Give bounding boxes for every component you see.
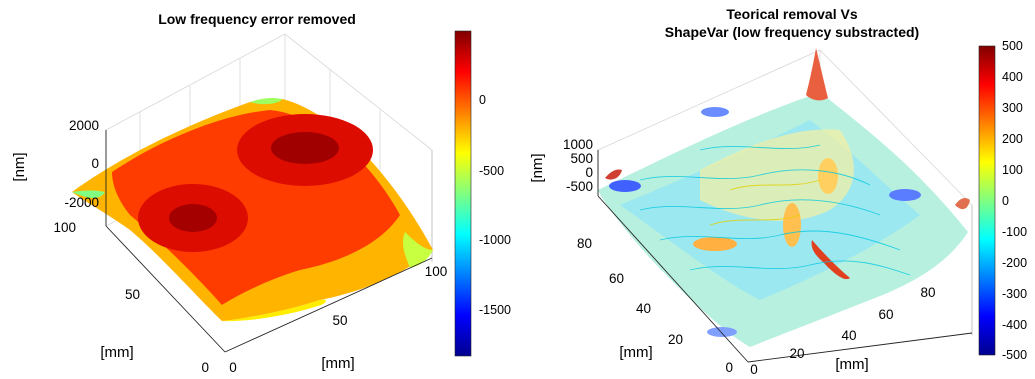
surface-ridge-orange — [783, 203, 801, 247]
surface-green-edge-2 — [250, 98, 282, 105]
colorbar-gradient — [978, 45, 996, 356]
z-axis-label: [nm] — [529, 153, 546, 182]
y-axis-label: [mm] — [619, 344, 652, 361]
surface-green-edge — [72, 190, 105, 198]
chart-title-line-2: ShapeVar (low frequency substracted) — [665, 24, 919, 40]
y-axis-label: [mm] — [100, 344, 133, 361]
x-tick-label: 40 — [841, 328, 856, 343]
surface-spike — [806, 48, 828, 101]
x-tick-label: 60 — [878, 307, 893, 322]
y-tick-label: 80 — [577, 236, 592, 251]
surface-band-yellow — [700, 129, 854, 221]
x-tick-label: 20 — [789, 346, 804, 361]
colorbar-tick-label: -500 — [479, 164, 504, 178]
contour-lines — [639, 144, 911, 276]
colorbar: 500 400 300 200 100 0 -100 -200 -300 -40… — [978, 39, 1027, 362]
surface-ridge-orange — [693, 237, 737, 251]
surface-spike-left — [605, 169, 622, 180]
colorbar-tick-label: 500 — [1002, 39, 1023, 53]
y-tick-label: 60 — [609, 271, 624, 286]
z-tick-label: 0 — [585, 165, 593, 180]
colorbar-tick-label: -200 — [1002, 256, 1027, 270]
z-tick-label: 500 — [570, 151, 593, 166]
colorbar-tick-label: -1500 — [479, 303, 511, 317]
chart-title: Low frequency error removed — [158, 11, 356, 27]
plot-teorical-removal-vs-shapevar: Teorical removal Vs ShapeVar (low freque… — [529, 6, 1027, 377]
x-tick-label: 100 — [425, 264, 448, 279]
x-tick-label: 50 — [332, 313, 347, 328]
surface — [72, 98, 433, 322]
colorbar-tick-label: 200 — [1002, 132, 1023, 146]
axes-lines — [105, 130, 433, 353]
colorbar-tick-label: -500 — [1002, 348, 1027, 362]
colorbar-tick-label: 0 — [1002, 194, 1009, 208]
colorbar: 0 -500 -1000 -1500 — [454, 30, 511, 357]
y-tick-label: 100 — [53, 220, 76, 235]
surface-dip-blue — [609, 180, 641, 192]
z-tick-label: 2000 — [69, 118, 99, 133]
chart-title-line-1: Teorical removal Vs — [726, 6, 857, 22]
surface-spike-right — [955, 197, 970, 210]
axes-lines — [597, 150, 973, 363]
x-axis-label: [mm] — [321, 355, 354, 372]
colorbar-tick-label: -1000 — [479, 233, 511, 247]
surface-dip-blue — [701, 107, 729, 117]
colorbar-tick-label: -400 — [1002, 318, 1027, 332]
x-tick-label: 0 — [229, 360, 237, 375]
z-tick-label: -2000 — [64, 195, 99, 210]
z-tick-label: 0 — [91, 156, 99, 171]
colorbar-tick-label: 0 — [479, 93, 486, 107]
x-tick-label: 0 — [750, 362, 758, 377]
surface-dip-blue — [889, 189, 921, 201]
surface-dip-blue — [707, 327, 737, 337]
y-tick-label: 20 — [668, 332, 683, 347]
plot-low-frequency-error: Low frequency error removed — [11, 11, 511, 375]
z-tick-label: 1000 — [563, 137, 593, 152]
colorbar-tick-label: 100 — [1002, 163, 1023, 177]
y-tick-label: 0 — [201, 360, 209, 375]
colorbar-tick-label: 400 — [1002, 70, 1023, 84]
y-tick-label: 50 — [125, 287, 140, 302]
surface-ridge-orange — [818, 158, 838, 194]
colorbar-gradient — [454, 30, 472, 357]
x-axis-label: [mm] — [835, 356, 868, 373]
surface-peak-2-core — [271, 132, 339, 164]
surface-ridge-red — [811, 240, 850, 280]
colorbar-tick-label: 300 — [1002, 101, 1023, 115]
y-tick-label: 0 — [725, 360, 733, 375]
x-tick-label: 80 — [920, 285, 935, 300]
surface-green-corner — [402, 232, 433, 268]
contour-lines-yellow — [709, 179, 821, 226]
colorbar-tick-label: -300 — [1002, 287, 1027, 301]
colorbar-tick-label: -100 — [1002, 225, 1027, 239]
surface — [598, 48, 970, 347]
surface-yellow-rim — [222, 299, 326, 322]
z-tick-label: -500 — [566, 179, 593, 194]
surface-peak-1-core — [169, 204, 217, 232]
y-tick-label: 40 — [636, 301, 651, 316]
z-axis-label: [nm] — [11, 152, 28, 181]
